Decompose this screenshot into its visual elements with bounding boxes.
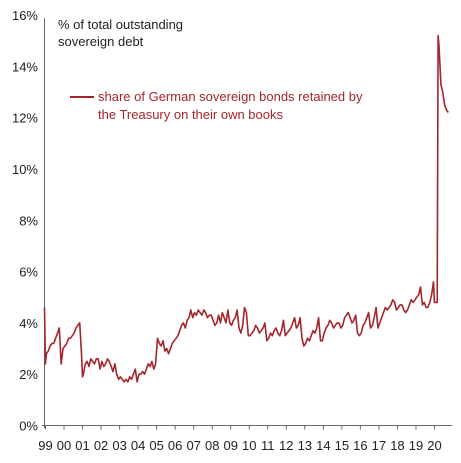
x-tick-label: 19 [409, 438, 423, 453]
y-tick-label: 0% [19, 419, 38, 434]
x-tick-label: 10 [242, 438, 256, 453]
x-tick-label: 20 [427, 438, 441, 453]
y-tick-label: 16% [12, 8, 38, 23]
y-tick-label: 12% [12, 111, 38, 126]
x-tick-label: 99 [38, 438, 52, 453]
x-tick-label: 07 [186, 438, 200, 453]
x-tick-label: 18 [390, 438, 404, 453]
x-tick-label: 08 [205, 438, 219, 453]
x-tick-label: 15 [335, 438, 349, 453]
legend-label-line-2: the Treasury on their own books [98, 107, 283, 122]
y-tick-label: 10% [12, 162, 38, 177]
y-axis-tick-labels: 0% 2% 4% 6% 8% 10% 12% 14% 16% [12, 8, 38, 434]
y-tick-label: 14% [12, 59, 38, 74]
x-tick-label: 03 [112, 438, 126, 453]
y-axis-label-line-2: sovereign debt [58, 34, 144, 49]
y-tick-label: 6% [19, 265, 38, 280]
y-tick-label: 8% [19, 213, 38, 228]
series-line-treasury-share [43, 34, 449, 383]
legend-label-line-1: share of German sovereign bonds retained… [98, 89, 363, 104]
x-tick-label: 05 [149, 438, 163, 453]
x-axis-tick-marks [45, 425, 435, 430]
y-axis-label-line-1: % of total outstanding [58, 17, 183, 32]
x-tick-label: 00 [57, 438, 71, 453]
x-tick-label: 16 [353, 438, 367, 453]
x-tick-label: 17 [372, 438, 386, 453]
x-tick-label: 11 [261, 438, 275, 453]
x-tick-label: 02 [94, 438, 108, 453]
x-tick-label: 06 [168, 438, 182, 453]
x-tick-label: 01 [75, 438, 89, 453]
x-tick-label: 13 [298, 438, 312, 453]
x-tick-label: 14 [316, 438, 330, 453]
y-tick-label: 2% [19, 367, 38, 382]
x-tick-label: 12 [279, 438, 293, 453]
y-tick-label: 4% [19, 316, 38, 331]
x-tick-label: 09 [223, 438, 237, 453]
x-axis-tick-labels: 99 00 01 02 03 04 05 06 07 08 09 10 11 12 13 14 15 16 17 18… [38, 438, 441, 453]
x-tick-label: 04 [131, 438, 145, 453]
